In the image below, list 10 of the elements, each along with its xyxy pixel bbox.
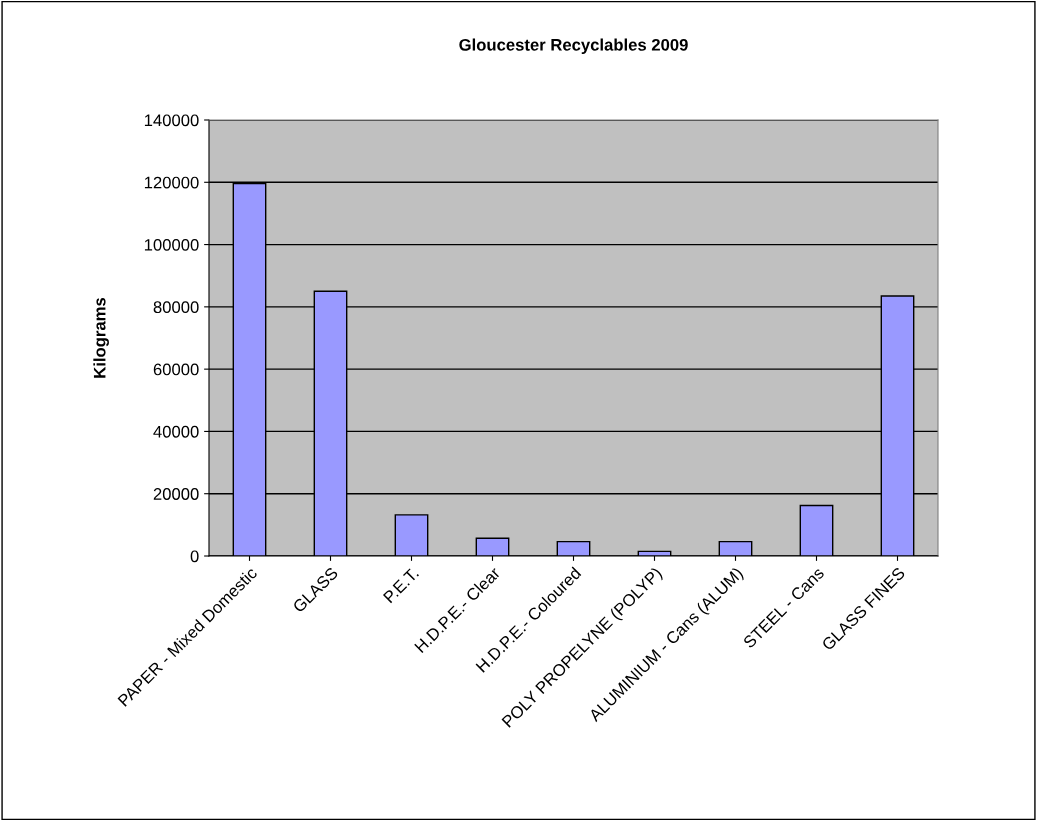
y-tick-label: 20000	[153, 488, 199, 500]
y-tick-label: 100000	[144, 238, 199, 251]
y-axis-title: Kilograms	[93, 297, 109, 378]
chart-title: Gloucester Recyclables 2009	[459, 38, 688, 55]
y-tick-label: 60000	[153, 363, 199, 376]
y-tick-label: 40000	[153, 425, 199, 438]
y-tick-label: 140000	[144, 114, 199, 127]
y-tick-label: 120000	[144, 176, 199, 189]
y-tick-label: 80000	[153, 301, 199, 314]
y-tick-label: 0	[190, 550, 199, 563]
